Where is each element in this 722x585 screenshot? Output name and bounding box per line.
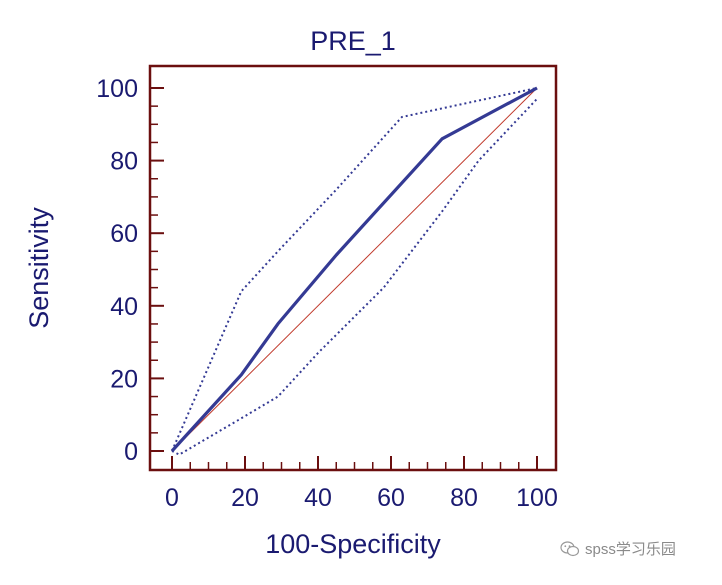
- y-tick-label: 40: [110, 293, 138, 321]
- upper-confidence-bound-line: [171, 87, 538, 452]
- x-axis-label: 100-Specificity: [265, 529, 441, 559]
- plot-area: 0 20 40 60 80 100 0 20 40 60 80 100: [96, 64, 558, 512]
- x-tick-label: 100: [516, 484, 558, 512]
- y-axis-label: Sensitivity: [24, 207, 54, 329]
- wechat-icon: [560, 540, 580, 556]
- reference-diagonal-line: [171, 87, 538, 452]
- y-tick-label: 80: [110, 148, 138, 176]
- x-tick-label: 0: [165, 484, 179, 512]
- y-tick-label: 0: [124, 438, 138, 466]
- x-tick-label: 40: [304, 484, 332, 512]
- y-tick-label: 60: [110, 220, 138, 248]
- x-tick-label: 80: [450, 484, 478, 512]
- x-tick-label: 20: [231, 484, 259, 512]
- x-tick-label: 60: [377, 484, 405, 512]
- plot-frame: [148, 64, 558, 472]
- y-tick-label: 100: [96, 75, 138, 103]
- watermark-text: spss学习乐园: [585, 541, 676, 558]
- chart-title: PRE_1: [310, 26, 396, 56]
- roc-curve-line: [170, 86, 538, 453]
- y-tick-label: 20: [110, 365, 138, 393]
- watermark: spss学习乐园: [560, 538, 676, 559]
- lower-confidence-bound-line: [171, 98, 538, 456]
